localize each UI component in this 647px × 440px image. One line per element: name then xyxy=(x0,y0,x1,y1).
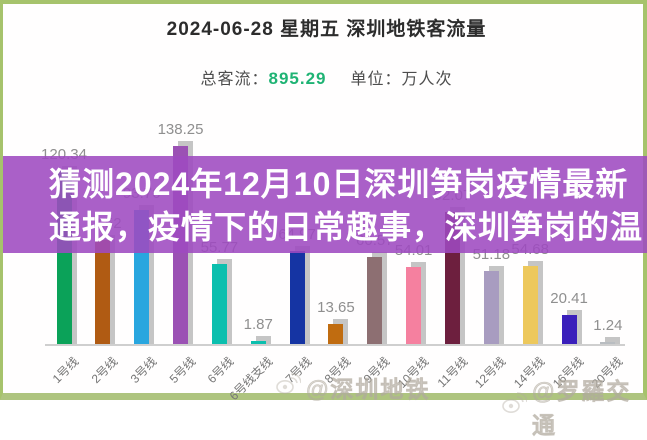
total-flow-label: 总客流： xyxy=(200,71,269,88)
chart-title: 2024-06-28 星期五 深圳地铁客流量 xyxy=(166,19,487,40)
value-label-8号线: 13.65 xyxy=(317,299,355,317)
weibo-icon xyxy=(501,392,528,420)
bar-12号线 xyxy=(483,270,499,344)
unit-label: 单位：万人次 xyxy=(350,71,453,88)
watermark-luoluo-jiaotong: @罗羅交通 xyxy=(501,372,643,440)
bar-shadow xyxy=(605,337,621,344)
total-flow-value: 895.29 xyxy=(268,69,327,88)
headline-line-1: 猜测2024年12月10日深圳笋岗疫情最新 xyxy=(49,166,629,202)
watermark-text: @深圳地铁 xyxy=(306,376,431,403)
bar-shadow xyxy=(255,336,271,344)
bar-20号线 xyxy=(600,342,616,344)
value-label-5号线: 138.25 xyxy=(157,120,204,138)
chart-subtitle: 总客流：895.29 单位：万人次 xyxy=(3,65,647,89)
bar-7号线 xyxy=(289,250,305,344)
bar-10号线 xyxy=(406,266,422,344)
bar-14号线 xyxy=(522,265,538,344)
bar-8号线 xyxy=(328,324,344,344)
bar-16号线 xyxy=(561,314,577,344)
value-label-16号线: 20.41 xyxy=(550,289,588,307)
bar-9号线 xyxy=(367,257,383,344)
value-label-20号线: 1.24 xyxy=(593,317,623,334)
headline-overlay: 猜测2024年12月10日深圳笋岗疫情最新 通报，疫情下的日常趣事，深圳笋岗的温 xyxy=(3,156,647,253)
watermark-text: @罗羅交通 xyxy=(532,378,632,439)
weibo-icon xyxy=(275,373,302,401)
watermark-shenzhen-metro: @深圳地铁 xyxy=(275,370,430,404)
x-axis-line xyxy=(45,344,625,346)
bar-6号线支线 xyxy=(250,341,266,344)
headline-line-2: 通报，疫情下的日常趣事，深圳笋岗的温 xyxy=(49,209,644,245)
bar-6号线 xyxy=(211,263,227,344)
chart-header: 2024-06-28 星期五 深圳地铁客流量 总客流：895.29 单位：万人次 xyxy=(3,4,647,89)
value-label-6号线支线: 1.87 xyxy=(243,316,273,334)
bar-2号线 xyxy=(95,239,111,344)
